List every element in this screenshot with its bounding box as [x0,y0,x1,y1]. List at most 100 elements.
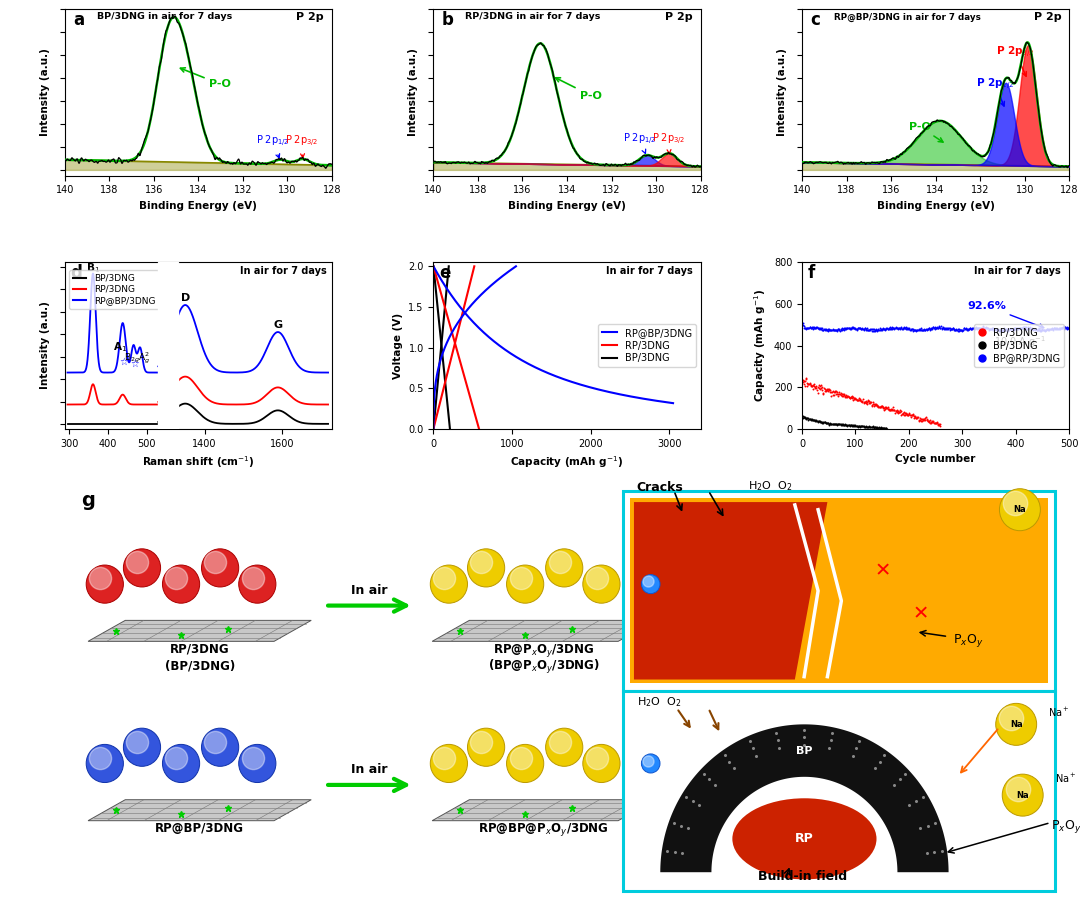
Point [1002,321,1020,336]
Point [801,412,819,427]
Point [989,321,1007,336]
Point [1000,322,1017,337]
Point [956,321,973,335]
Point [831,417,848,431]
Point [818,383,835,398]
Point [860,393,877,408]
Point [834,321,851,335]
Point [823,385,840,400]
Point [919,322,936,337]
Point [999,323,1016,338]
Point [948,322,966,337]
Point [834,389,851,403]
Text: P-O: P-O [909,122,943,143]
Point [828,418,846,432]
Point [800,412,818,427]
Point [1052,321,1069,335]
Text: P 2p$_{3/2}$: P 2p$_{3/2}$ [285,134,319,158]
Point [858,419,875,434]
Point [967,321,984,335]
Point [1007,321,1024,335]
Point [810,380,827,395]
Point [937,321,955,335]
Point [996,321,1013,335]
FancyBboxPatch shape [623,490,1055,691]
Point [914,322,931,337]
Point [890,321,907,336]
Point [865,420,882,435]
Point [846,392,863,407]
Point [870,420,888,435]
Point [1020,321,1037,336]
Point [840,390,858,404]
Point [935,321,953,336]
Point [860,323,877,338]
Point [873,399,890,413]
Point [980,322,997,337]
Point [949,323,967,338]
Point [913,322,930,337]
Point [805,320,822,334]
Point [912,323,929,338]
Point [920,321,937,335]
Point [995,323,1012,338]
Point [919,413,936,428]
Point [836,389,853,403]
Point [1017,321,1035,336]
Point [1012,321,1029,335]
Point [919,414,936,429]
Point [916,322,933,337]
Point [985,322,1002,337]
Point [858,419,875,433]
Point [962,321,980,336]
Point [856,419,874,434]
Point [805,413,822,428]
Point [796,321,813,335]
Point [850,419,867,434]
Point [990,324,1008,339]
Point [845,392,862,407]
Point [967,321,984,335]
Point [819,381,836,396]
Point [856,321,874,336]
Point [910,321,928,336]
Text: 92.6%: 92.6% [968,301,1043,328]
Point [936,321,954,336]
Point [913,322,930,337]
Point [867,419,885,434]
Point [838,389,855,403]
Point [835,321,852,336]
Point [909,322,927,337]
Point [810,321,827,335]
Point [840,419,858,433]
Point [807,321,824,336]
Point [950,323,968,338]
Point [822,417,839,431]
X-axis label: Raman shift (cm$^{-1}$): Raman shift (cm$^{-1}$) [141,454,255,470]
Point [988,322,1005,337]
Point [1048,321,1065,336]
Point [1054,320,1071,334]
Point [923,321,941,336]
Point [835,387,852,401]
Point [795,319,812,333]
Point [930,321,947,335]
Point [1036,322,1053,337]
Point [854,322,872,337]
Point [927,320,944,334]
Point [896,321,914,335]
Point [921,321,939,336]
Point [874,421,891,436]
Point [864,395,881,410]
Point [813,380,831,395]
Point [917,322,934,337]
Point [917,410,934,425]
Point [807,381,824,396]
Point [823,322,840,337]
Point [845,390,862,404]
Point [834,418,851,432]
Point [948,323,966,338]
Point [889,321,906,335]
Point [815,415,833,429]
Point [864,321,881,336]
